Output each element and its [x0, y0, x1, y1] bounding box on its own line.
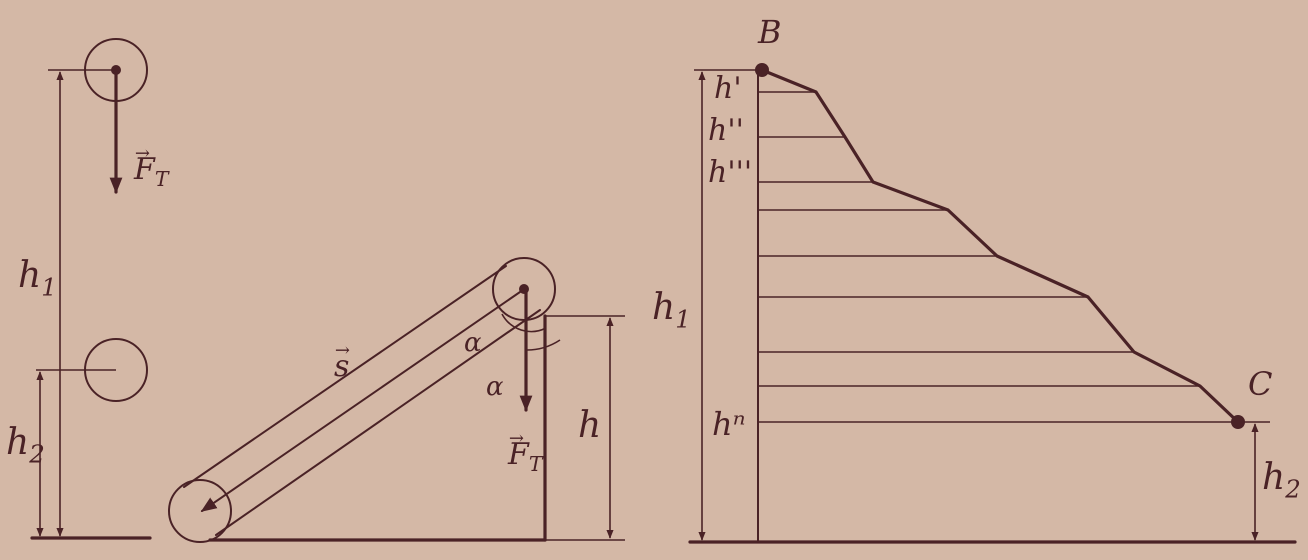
h-label-2: h — [578, 405, 602, 446]
h1-label-1: h1 — [18, 255, 57, 302]
displacement-arrow — [200, 291, 521, 512]
alpha-label-side: α — [486, 372, 504, 402]
h1-label-3: h1 — [652, 287, 691, 334]
ball-bottom-incline — [168, 479, 232, 543]
force-label-1: FT — [134, 145, 168, 190]
angle-arc-top — [501, 313, 547, 333]
point-b-dot — [755, 63, 769, 77]
force-label-2: FT — [508, 430, 542, 475]
incline-figure — [168, 257, 625, 543]
h-double-prime-label: h'' — [708, 113, 744, 148]
h2-label-3: h2 — [1262, 457, 1301, 504]
point-c-label: C — [1248, 365, 1273, 403]
h-triple-prime-label: h''' — [708, 155, 753, 190]
curved-path-figure — [688, 63, 1297, 544]
h-n-label: hⁿ — [712, 405, 746, 443]
alpha-label-top: α — [464, 328, 482, 358]
point-b-label: B — [758, 13, 782, 51]
angle-arc-side — [525, 339, 561, 351]
ball-top-incline — [492, 257, 556, 321]
curved-path — [760, 68, 1240, 424]
h-prime-label: h' — [714, 71, 742, 106]
point-c-dot — [1231, 415, 1245, 429]
free-fall-figure — [30, 38, 152, 540]
h2-label-1: h2 — [6, 422, 45, 469]
height-step-lines — [758, 91, 1270, 423]
incline-path-lower-edge — [215, 309, 541, 536]
displacement-label: s — [334, 342, 350, 382]
